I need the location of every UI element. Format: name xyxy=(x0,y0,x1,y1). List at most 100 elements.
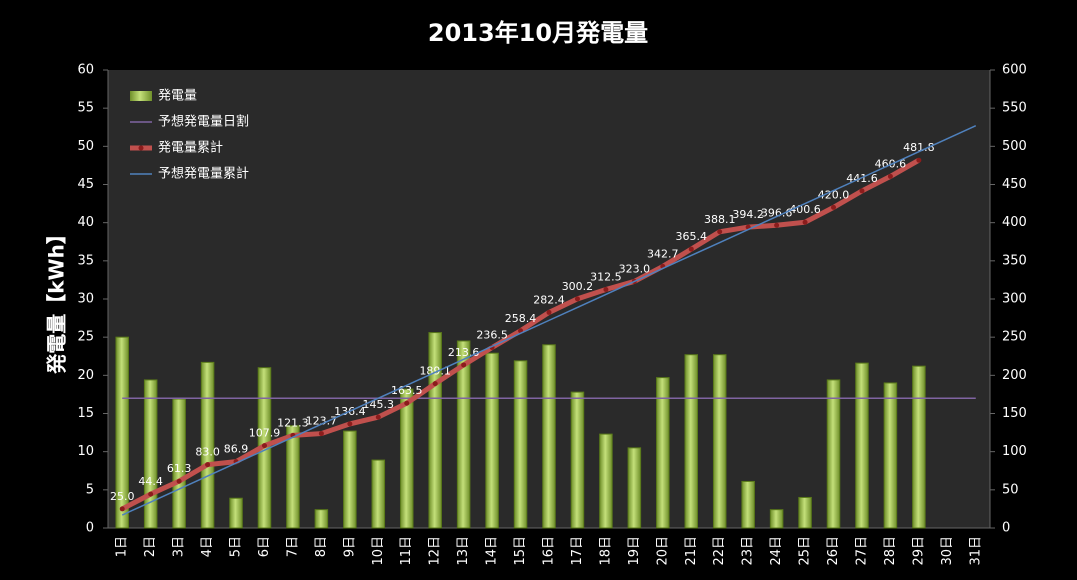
y2-tick-label: 0 xyxy=(1002,521,1010,536)
y-tick-label: 0 xyxy=(86,521,94,536)
data-label: 481.8 xyxy=(903,141,935,154)
marker xyxy=(916,157,922,163)
bar xyxy=(912,365,926,529)
x-tick-label: 7日 xyxy=(285,536,300,557)
marker xyxy=(688,246,694,252)
data-label: 400.6 xyxy=(789,203,821,216)
bar xyxy=(399,388,414,529)
data-label: 86.9 xyxy=(224,443,249,456)
legend-swatch xyxy=(138,145,144,151)
x-tick-label: 9日 xyxy=(342,536,357,557)
legend-label: 予想発電量累計 xyxy=(158,166,249,182)
x-tick-label: 24日 xyxy=(769,536,784,566)
bar xyxy=(712,354,727,529)
bar xyxy=(513,360,528,529)
bar xyxy=(456,340,471,529)
x-tick-label: 3日 xyxy=(172,536,187,557)
legend-label: 発電量 xyxy=(158,89,197,104)
bar xyxy=(172,398,186,529)
data-label: 44.4 xyxy=(138,475,163,488)
x-tick-label: 19日 xyxy=(627,536,642,566)
x-tick-label: 6日 xyxy=(257,536,272,557)
x-tick-label: 28日 xyxy=(883,536,898,566)
y2-tick-label: 400 xyxy=(1002,215,1027,230)
y2-tick-label: 450 xyxy=(1002,177,1027,192)
bar xyxy=(200,361,215,529)
x-tick-label: 17日 xyxy=(570,536,585,566)
x-tick-label: 5日 xyxy=(229,536,244,557)
x-tick-label: 1日 xyxy=(115,536,130,557)
marker xyxy=(375,414,381,420)
y2-tick-label: 50 xyxy=(1002,482,1019,497)
data-label: 213.6 xyxy=(448,346,480,359)
x-tick-label: 22日 xyxy=(712,536,727,566)
y-tick-label: 15 xyxy=(77,406,94,421)
bar xyxy=(286,425,300,529)
marker xyxy=(546,309,552,315)
bar xyxy=(371,459,386,529)
bar xyxy=(883,382,898,529)
bar xyxy=(627,447,642,529)
marker xyxy=(859,188,865,194)
data-label: 83.0 xyxy=(195,446,220,459)
x-tick-label: 30日 xyxy=(940,536,955,566)
bar xyxy=(229,497,243,529)
data-label: 420.0 xyxy=(818,188,850,201)
line xyxy=(121,125,977,516)
x-tick-label: 8日 xyxy=(314,536,329,557)
y2-tick-label: 550 xyxy=(1002,101,1027,116)
marker xyxy=(802,219,808,225)
x-tick-label: 26日 xyxy=(826,536,841,566)
marker xyxy=(717,229,723,235)
bar xyxy=(826,379,841,529)
x-tick-label: 11日 xyxy=(399,536,414,566)
x-tick-label: 27日 xyxy=(854,536,869,566)
y2-tick-label: 600 xyxy=(1002,63,1027,78)
bar xyxy=(570,391,585,529)
x-tick-label: 12日 xyxy=(428,536,443,566)
data-label: 236.5 xyxy=(476,328,508,341)
marker xyxy=(261,443,267,449)
data-label: 61.3 xyxy=(167,462,192,475)
bar xyxy=(798,496,812,529)
y2-tick-label: 250 xyxy=(1002,330,1027,345)
x-tick-label: 14日 xyxy=(485,536,500,566)
x-tick-label: 10日 xyxy=(371,536,386,566)
y2-tick-label: 500 xyxy=(1002,139,1027,154)
marker xyxy=(404,400,410,406)
x-tick-label: 13日 xyxy=(456,536,471,566)
bar xyxy=(855,362,869,529)
marker xyxy=(461,362,467,368)
marker xyxy=(148,491,154,497)
y2-tick-label: 300 xyxy=(1002,292,1027,307)
data-label: 396.6 xyxy=(761,206,793,219)
x-tick-label: 18日 xyxy=(598,536,613,566)
marker xyxy=(603,286,609,292)
x-tick-label: 29日 xyxy=(911,536,926,566)
data-label: 107.9 xyxy=(249,427,281,440)
data-label: 282.4 xyxy=(533,293,565,306)
data-label: 394.2 xyxy=(732,208,764,221)
x-tick-label: 15日 xyxy=(513,536,528,566)
y2-tick-label: 350 xyxy=(1002,253,1027,268)
data-label: 300.2 xyxy=(562,280,594,293)
bar xyxy=(656,377,670,529)
x-tick-label: 21日 xyxy=(684,536,699,566)
bar xyxy=(343,430,357,529)
bar xyxy=(485,352,499,529)
x-tick-label: 2日 xyxy=(143,536,158,557)
data-label: 123.7 xyxy=(306,415,338,428)
data-label: 365.4 xyxy=(676,230,708,243)
x-tick-label: 16日 xyxy=(542,536,557,566)
y-tick-label: 30 xyxy=(77,292,94,307)
legend-label: 予想発電量日割 xyxy=(158,114,249,130)
data-label: 312.5 xyxy=(590,270,622,283)
y-axis-label: 発電量【kWh】 xyxy=(45,224,69,375)
marker xyxy=(318,431,324,437)
y2-tick-label: 200 xyxy=(1002,368,1027,383)
x-tick-label: 31日 xyxy=(968,536,983,566)
marker xyxy=(574,296,580,302)
marker xyxy=(432,381,438,387)
